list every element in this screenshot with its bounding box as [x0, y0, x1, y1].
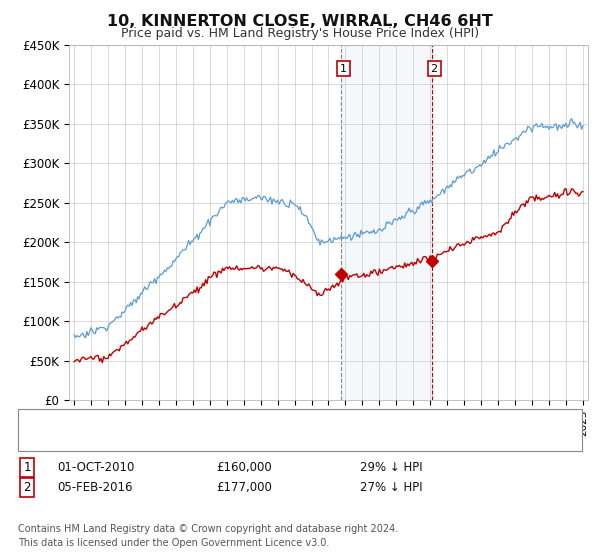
Text: 29% ↓ HPI: 29% ↓ HPI: [360, 461, 422, 474]
Text: Contains HM Land Registry data © Crown copyright and database right 2024.
This d: Contains HM Land Registry data © Crown c…: [18, 524, 398, 548]
Text: 10, KINNERTON CLOSE, WIRRAL, CH46 6HT: 10, KINNERTON CLOSE, WIRRAL, CH46 6HT: [107, 14, 493, 29]
Text: 2: 2: [23, 480, 31, 494]
Text: 2: 2: [431, 63, 438, 73]
Text: 01-OCT-2010: 01-OCT-2010: [57, 461, 134, 474]
Text: HPI: Average price, detached house, Wirral: HPI: Average price, detached house, Wirr…: [75, 433, 314, 443]
Text: Price paid vs. HM Land Registry's House Price Index (HPI): Price paid vs. HM Land Registry's House …: [121, 27, 479, 40]
Text: 1: 1: [23, 461, 31, 474]
Text: 10, KINNERTON CLOSE, WIRRAL, CH46 6HT (detached house): 10, KINNERTON CLOSE, WIRRAL, CH46 6HT (d…: [75, 416, 416, 426]
Text: ————: ————: [33, 431, 89, 445]
Bar: [341, 45, 431, 400]
Text: 05-FEB-2016: 05-FEB-2016: [57, 480, 133, 494]
Text: £177,000: £177,000: [216, 480, 272, 494]
Text: 1: 1: [340, 63, 347, 73]
Text: £160,000: £160,000: [216, 461, 272, 474]
Text: 27% ↓ HPI: 27% ↓ HPI: [360, 480, 422, 494]
Text: ————: ————: [33, 414, 89, 428]
